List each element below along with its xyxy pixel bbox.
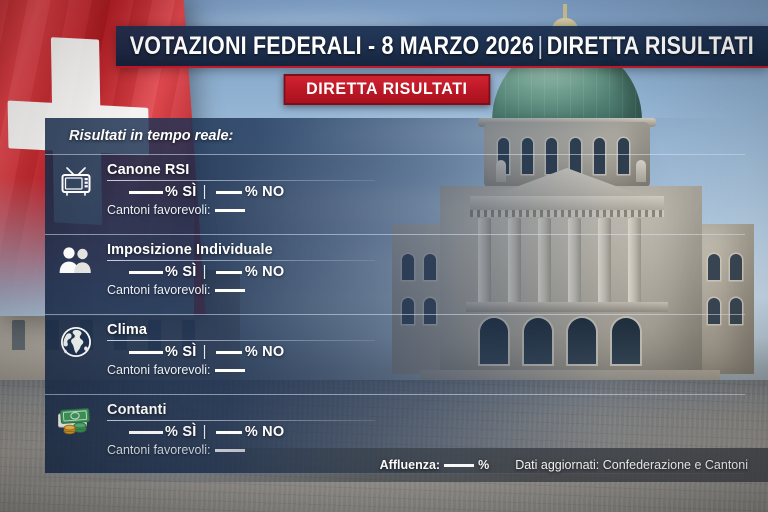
percentage-line: % SÌ | % NO xyxy=(107,424,375,440)
cantons-line: Cantoni favorevoli: xyxy=(107,283,375,297)
divider-line xyxy=(107,420,375,421)
percentage-line: % SÌ | % NO xyxy=(107,264,375,280)
no-label: % NO xyxy=(244,184,285,200)
yes-label: % SÌ xyxy=(165,344,197,360)
turnout-readout: Affluenza:% xyxy=(380,458,490,472)
yes-value-blank xyxy=(129,431,163,434)
percentage-line: % SÌ | % NO xyxy=(107,184,375,200)
no-value-blank xyxy=(215,431,242,434)
result-row-content: Canone RSI % SÌ | % NO Cantoni favorevol… xyxy=(107,155,375,217)
two-people-icon xyxy=(45,235,107,277)
yes-label: % SÌ xyxy=(165,264,197,280)
banknotes-icon xyxy=(45,395,107,437)
no-label: % NO xyxy=(244,264,285,280)
measure-title: Contanti xyxy=(107,402,167,418)
no-value-blank xyxy=(215,271,242,274)
result-row-content: Clima % SÌ | % NO Cantoni favorevoli: xyxy=(107,315,375,377)
title-bar: VOTAZIONI FEDERALI - 8 MARZO 2026 | DIRETT… xyxy=(116,26,768,68)
live-results-badge: DIRETTA RISULTATI xyxy=(283,74,491,105)
cantons-line: Cantoni favorevoli: xyxy=(107,203,375,217)
percentage-line: % SÌ | % NO xyxy=(107,344,375,360)
value-divider: | xyxy=(202,344,207,360)
cantons-label: Cantoni favorevoli: xyxy=(107,363,211,377)
page-title: VOTAZIONI FEDERALI - 8 MARZO 2026 | DIRETT… xyxy=(130,32,754,61)
measure-title: Clima xyxy=(107,322,147,338)
results-heading: Risultati in tempo reale: xyxy=(69,128,234,144)
divider-line xyxy=(107,340,375,341)
yes-value-blank xyxy=(129,351,163,354)
divider-line xyxy=(107,180,375,181)
data-source-note: Dati aggiornati: Confederazione e Canton… xyxy=(515,458,748,472)
television-icon xyxy=(45,155,107,197)
yes-label: % SÌ xyxy=(165,184,197,200)
value-divider: | xyxy=(202,184,207,200)
result-row-imposizione-individuale[interactable]: Imposizione Individuale % SÌ | % NO Cant… xyxy=(45,234,745,314)
footer-bar: Affluenza:% Dati aggiornati: Confederazi… xyxy=(0,448,768,482)
yes-value-blank xyxy=(129,191,163,194)
no-label: % NO xyxy=(244,344,285,360)
value-divider: | xyxy=(202,264,207,280)
no-value-blank xyxy=(215,191,242,194)
result-row-content: Imposizione Individuale % SÌ | % NO Cant… xyxy=(107,235,375,297)
measure-title: Imposizione Individuale xyxy=(107,242,273,258)
globe-icon xyxy=(45,315,107,359)
results-panel: Risultati in tempo reale: Canone RSI xyxy=(45,118,745,482)
title-secondary: DIRETTA RISULTATI xyxy=(546,31,755,60)
cantons-value-blank xyxy=(214,369,245,372)
turnout-unit: % xyxy=(478,458,490,472)
results-panel-header: Risultati in tempo reale: xyxy=(45,118,745,154)
cantons-line: Cantoni favorevoli: xyxy=(107,363,375,377)
turnout-value-blank xyxy=(444,464,475,467)
yes-value-blank xyxy=(129,271,163,274)
value-divider: | xyxy=(202,424,207,440)
measure-title: Canone RSI xyxy=(107,162,190,178)
divider-line xyxy=(107,260,375,261)
cantons-value-blank xyxy=(214,289,245,292)
no-value-blank xyxy=(215,351,242,354)
result-row-clima[interactable]: Clima % SÌ | % NO Cantoni favorevoli: xyxy=(45,314,745,394)
title-separator: | xyxy=(537,31,544,60)
no-label: % NO xyxy=(244,424,285,440)
yes-label: % SÌ xyxy=(165,424,197,440)
cantons-value-blank xyxy=(214,209,245,212)
title-main: VOTAZIONI FEDERALI - 8 MARZO 2026 xyxy=(129,31,535,60)
cantons-label: Cantoni favorevoli: xyxy=(107,283,211,297)
result-row-canone-rsi[interactable]: Canone RSI % SÌ | % NO Cantoni favorevol… xyxy=(45,154,745,234)
turnout-label: Affluenza: xyxy=(379,458,441,472)
cantons-label: Cantoni favorevoli: xyxy=(107,203,211,217)
